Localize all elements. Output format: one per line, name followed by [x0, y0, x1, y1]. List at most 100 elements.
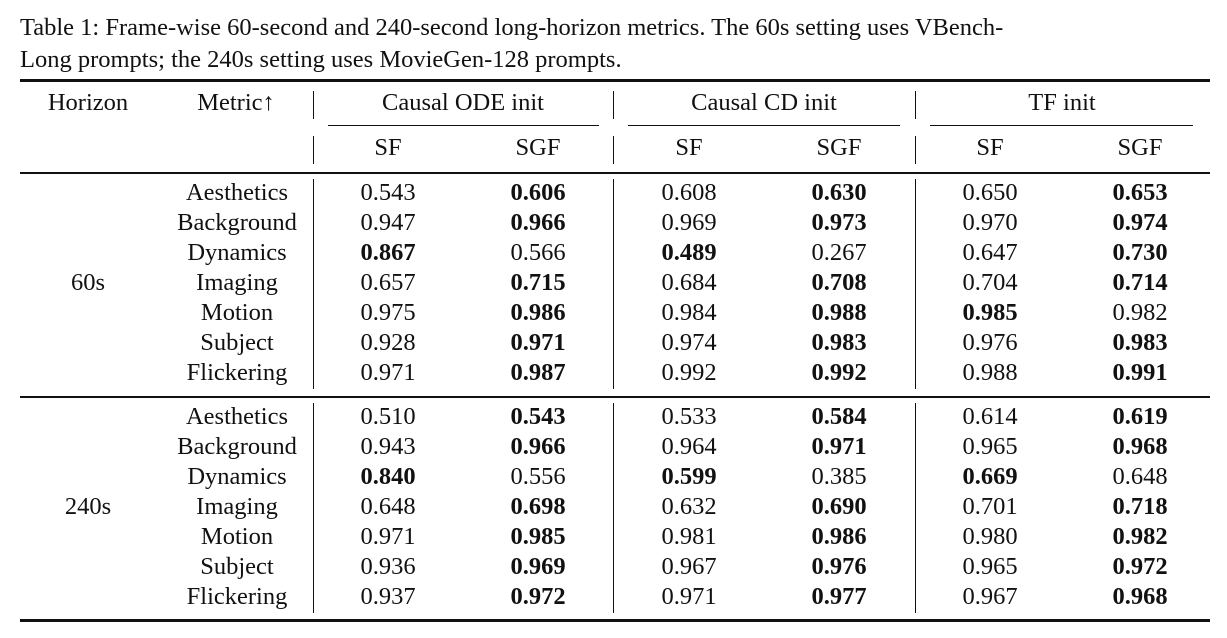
- table-cell: 0.991: [1112, 359, 1168, 386]
- table-cell: 0.510: [360, 403, 416, 430]
- subheader-sgf: SGF: [816, 134, 862, 161]
- group-underline-ode: [328, 125, 599, 127]
- table-cell: 0.543: [510, 403, 566, 430]
- table-cell: 0.969: [661, 209, 717, 236]
- table-cell: 0.928: [360, 329, 416, 356]
- column-separator: [915, 136, 917, 164]
- subheader-sf: SF: [976, 134, 1004, 161]
- subheader-sf: SF: [374, 134, 402, 161]
- metric-label: Background: [177, 209, 297, 236]
- table-cell: 0.943: [360, 433, 416, 460]
- table-cell: 0.964: [661, 433, 717, 460]
- column-separator: [915, 179, 917, 389]
- table-cell: 0.977: [811, 583, 867, 610]
- table-cell: 0.967: [661, 553, 717, 580]
- table-cell: 0.970: [962, 209, 1018, 236]
- header-metric: Metric↑: [197, 89, 275, 116]
- table-cell: 0.983: [811, 329, 867, 356]
- subheader-sf: SF: [675, 134, 703, 161]
- table-cell: 0.608: [661, 179, 717, 206]
- table-cell: 0.971: [811, 433, 867, 460]
- table-cell: 0.971: [661, 583, 717, 610]
- header-group-cd: Causal CD init: [691, 89, 837, 116]
- table-cell: 0.648: [1112, 463, 1168, 490]
- metric-label: Aesthetics: [185, 403, 289, 430]
- table-cell: 0.971: [510, 329, 566, 356]
- table-cell: 0.973: [811, 209, 867, 236]
- table-cell: 0.988: [811, 299, 867, 326]
- table-cell: 0.630: [811, 179, 867, 206]
- table-cell: 0.657: [360, 269, 416, 296]
- table-cell: 0.937: [360, 583, 416, 610]
- metric-label: Dynamics: [187, 239, 287, 266]
- table-cell: 0.986: [510, 299, 566, 326]
- table-cell: 0.566: [510, 239, 566, 266]
- caption-line-1: Table 1: Frame-wise 60-second and 240-se…: [20, 14, 1004, 41]
- table-cell: 0.981: [661, 523, 717, 550]
- column-separator: [613, 403, 615, 613]
- table-cell: 0.704: [962, 269, 1018, 296]
- table-caption: Table 1: Frame-wise 60-second and 240-se…: [20, 12, 1210, 76]
- table-cell: 0.669: [962, 463, 1018, 490]
- table-cell: 0.965: [962, 553, 1018, 580]
- table-cell: 0.385: [811, 463, 867, 490]
- table-cell: 0.647: [962, 239, 1018, 266]
- table-cell: 0.701: [962, 493, 1018, 520]
- table-cell: 0.867: [360, 239, 416, 266]
- table-cell: 0.684: [661, 269, 717, 296]
- table-cell: 0.972: [510, 583, 566, 610]
- metric-label: Motion: [200, 299, 274, 326]
- header-group-tf: TF init: [1028, 89, 1096, 116]
- table-cell: 0.614: [962, 403, 1018, 430]
- table-cell: 0.936: [360, 553, 416, 580]
- table-cell: 0.976: [811, 553, 867, 580]
- table-cell: 0.971: [360, 359, 416, 386]
- table-cell: 0.489: [661, 239, 717, 266]
- table-cell: 0.985: [510, 523, 566, 550]
- table-cell: 0.974: [1112, 209, 1168, 236]
- table-cell: 0.987: [510, 359, 566, 386]
- metric-label: Dynamics: [187, 463, 287, 490]
- table-cell: 0.992: [811, 359, 867, 386]
- column-separator: [613, 91, 615, 119]
- metric-label: Background: [177, 433, 297, 460]
- group-underline-tf: [930, 125, 1193, 127]
- header-rule: [20, 172, 1210, 174]
- table-cell: 0.983: [1112, 329, 1168, 356]
- table-cell: 0.653: [1112, 179, 1168, 206]
- table-cell: 0.969: [510, 553, 566, 580]
- header-group-ode: Causal ODE init: [382, 89, 544, 116]
- table-cell: 0.619: [1112, 403, 1168, 430]
- subheader-sgf: SGF: [515, 134, 561, 161]
- column-separator: [313, 179, 315, 389]
- section-rule: [20, 396, 1210, 398]
- table-cell: 0.632: [661, 493, 717, 520]
- table-cell: 0.968: [1112, 583, 1168, 610]
- column-separator: [313, 91, 315, 119]
- table-cell: 0.599: [661, 463, 717, 490]
- table-cell: 0.730: [1112, 239, 1168, 266]
- table-cell: 0.708: [811, 269, 867, 296]
- table-cell: 0.965: [962, 433, 1018, 460]
- table-cell: 0.947: [360, 209, 416, 236]
- table-cell: 0.982: [1112, 523, 1168, 550]
- table-cell: 0.650: [962, 179, 1018, 206]
- table-cell: 0.988: [962, 359, 1018, 386]
- table-cell: 0.975: [360, 299, 416, 326]
- metric-label: Imaging: [196, 269, 278, 296]
- table-cell: 0.967: [962, 583, 1018, 610]
- table-cell: 0.992: [661, 359, 717, 386]
- group-underline-cd: [628, 125, 900, 127]
- top-rule: [20, 79, 1210, 82]
- column-separator: [613, 179, 615, 389]
- column-separator: [313, 403, 315, 613]
- column-separator: [915, 403, 917, 613]
- table-cell: 0.966: [510, 433, 566, 460]
- metric-label: Motion: [200, 523, 274, 550]
- caption-line-2: Long prompts; the 240s setting uses Movi…: [20, 46, 622, 73]
- metric-label: Imaging: [196, 493, 278, 520]
- table-cell: 0.556: [510, 463, 566, 490]
- table-cell: 0.533: [661, 403, 717, 430]
- subheader-sgf: SGF: [1117, 134, 1163, 161]
- column-separator: [613, 136, 615, 164]
